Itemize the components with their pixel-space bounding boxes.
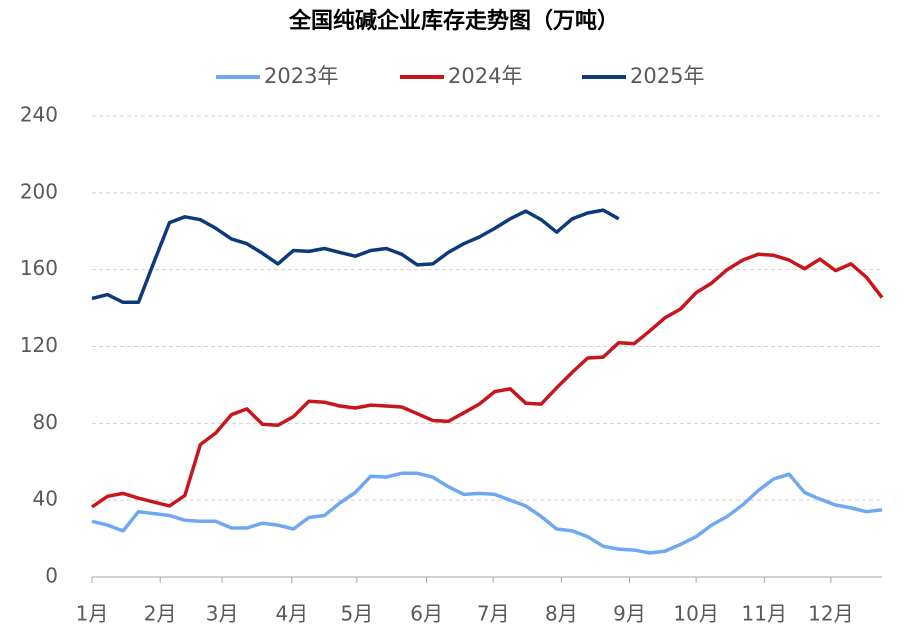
x-tick-label: 3月 — [206, 602, 239, 626]
y-tick-label: 0 — [45, 564, 58, 588]
x-tick-label: 12月 — [808, 602, 853, 626]
y-tick-label: 40 — [33, 487, 58, 511]
y-tick-label: 80 — [33, 410, 58, 434]
chart-title: 全国纯碱企业库存走势图（万吨） — [288, 8, 619, 34]
x-tick-label: 4月 — [275, 602, 308, 626]
x-tick-label: 1月 — [76, 602, 109, 626]
y-tick-label: 160 — [20, 256, 58, 280]
legend-label: 2024年 — [448, 64, 522, 88]
y-tick-label: 200 — [20, 179, 58, 203]
legend-label: 2023年 — [264, 64, 338, 88]
x-tick-label: 10月 — [673, 602, 718, 626]
x-tick-label: 2月 — [144, 602, 177, 626]
x-tick-label: 9月 — [613, 602, 646, 626]
legend-label: 2025年 — [630, 64, 704, 88]
series-line — [91, 208, 620, 305]
series-line — [91, 471, 883, 555]
x-tick-label: 8月 — [545, 602, 578, 626]
series-line — [91, 252, 884, 509]
x-tick-label: 11月 — [742, 602, 787, 626]
y-tick-label: 240 — [20, 103, 58, 127]
x-tick-label: 7月 — [477, 602, 510, 626]
x-tick-label: 6月 — [410, 602, 443, 626]
y-tick-label: 120 — [20, 333, 58, 357]
x-tick-label: 5月 — [341, 602, 374, 626]
